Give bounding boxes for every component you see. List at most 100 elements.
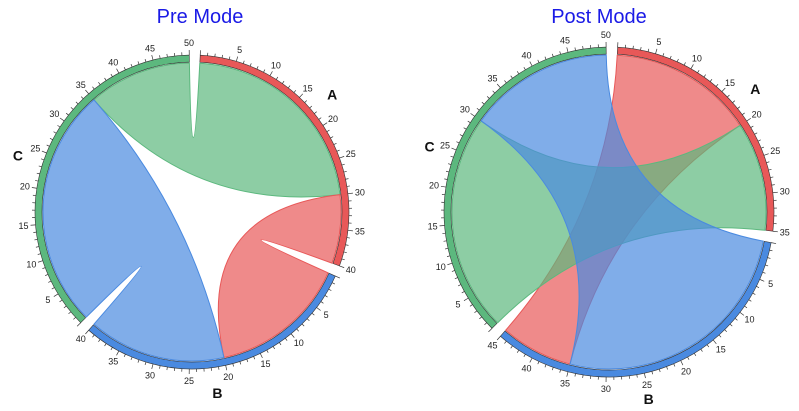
group-label-C: C bbox=[13, 147, 23, 163]
tick-label: 20 bbox=[223, 372, 233, 382]
tick-mark bbox=[737, 106, 741, 109]
tick-label: 5 bbox=[656, 37, 661, 47]
tick-mark bbox=[488, 328, 493, 333]
tick-mark bbox=[771, 242, 777, 244]
tick-label: 25 bbox=[642, 380, 652, 390]
tick-label: 5 bbox=[456, 299, 461, 309]
tick-mark bbox=[769, 249, 773, 252]
tick-mark bbox=[324, 295, 328, 298]
tick-mark bbox=[296, 328, 299, 332]
tick-label: 15 bbox=[19, 221, 29, 231]
tick-label: 40 bbox=[108, 57, 118, 67]
tick-mark bbox=[228, 56, 231, 60]
tick-mark bbox=[447, 262, 453, 266]
tick-mark bbox=[116, 68, 120, 74]
tick-mark bbox=[756, 285, 760, 288]
tick-mark bbox=[762, 271, 766, 274]
tick-mark bbox=[673, 363, 676, 367]
tick-mark bbox=[333, 142, 337, 145]
tick-mark bbox=[551, 367, 554, 371]
tick-label: 45 bbox=[560, 36, 570, 46]
tick-mark bbox=[770, 176, 774, 178]
tick-label: 10 bbox=[436, 262, 446, 272]
tick-mark bbox=[151, 363, 154, 370]
tick-mark bbox=[92, 86, 95, 90]
tick-mark bbox=[316, 307, 321, 311]
tick-label: 15 bbox=[725, 78, 735, 88]
tick-mark bbox=[476, 107, 480, 111]
tick-label: 10 bbox=[744, 315, 754, 325]
tick-mark bbox=[766, 161, 770, 163]
tick-mark bbox=[137, 61, 140, 65]
tick-mark bbox=[697, 70, 700, 73]
tick-mark bbox=[448, 163, 452, 165]
tick-mark bbox=[35, 246, 39, 248]
tick-mark bbox=[492, 90, 495, 94]
tick-label: 5 bbox=[324, 310, 329, 320]
tick-mark bbox=[709, 79, 713, 82]
tick-label: 40 bbox=[522, 50, 532, 60]
tick-mark bbox=[496, 336, 501, 341]
tick-mark bbox=[53, 131, 57, 134]
tick-mark bbox=[467, 120, 471, 123]
chord-A-B bbox=[217, 194, 342, 359]
tick-mark bbox=[457, 284, 461, 287]
tick-mark bbox=[744, 305, 748, 309]
tick-mark bbox=[544, 364, 547, 368]
tick-mark bbox=[544, 56, 547, 60]
tick-mark bbox=[345, 244, 349, 246]
tick-mark bbox=[566, 47, 569, 53]
group-arc-A bbox=[616, 46, 775, 232]
tick-mark bbox=[104, 343, 107, 347]
tick-mark bbox=[693, 353, 697, 356]
group-label-A: A bbox=[327, 86, 337, 102]
tick-mark bbox=[41, 150, 47, 154]
tick-label: 20 bbox=[429, 180, 439, 190]
tick-mark bbox=[299, 93, 304, 98]
tick-mark bbox=[137, 359, 140, 363]
tick-mark bbox=[318, 117, 322, 120]
tick-mark bbox=[85, 89, 89, 95]
tick-mark bbox=[123, 354, 126, 358]
tick-mark bbox=[451, 270, 455, 272]
tick-mark bbox=[772, 230, 778, 233]
tick-mark bbox=[343, 251, 347, 254]
tick-mark bbox=[116, 350, 120, 356]
tick-mark bbox=[752, 292, 756, 295]
tick-mark bbox=[34, 239, 38, 241]
tick-mark bbox=[98, 339, 101, 342]
tick-mark bbox=[729, 323, 733, 327]
tick-mark bbox=[700, 348, 703, 352]
tick-label: 45 bbox=[488, 340, 498, 350]
tick-mark bbox=[256, 66, 259, 70]
tick-mark bbox=[470, 113, 475, 117]
tick-mark bbox=[703, 74, 706, 78]
tick-mark bbox=[479, 316, 482, 320]
tick-mark bbox=[746, 117, 752, 122]
tick-mark bbox=[80, 96, 84, 99]
tick-mark bbox=[38, 165, 42, 168]
tick-mark bbox=[444, 178, 448, 180]
tick-mark bbox=[253, 356, 256, 360]
tick-mark bbox=[92, 334, 95, 338]
tick-mark bbox=[456, 141, 460, 144]
post-mode-chord-diagram: 5 10 15 20 25 30 35 A 5 10 15 20 25 30 35 40 45 B 5 10 15 20 2… bbox=[424, 30, 789, 407]
tick-mark bbox=[304, 100, 308, 103]
tick-mark bbox=[484, 322, 487, 326]
tick-label: 35 bbox=[355, 227, 365, 237]
tick-mark bbox=[715, 83, 719, 87]
tick-mark bbox=[232, 363, 234, 367]
tick-mark bbox=[757, 139, 761, 142]
tick-mark bbox=[687, 356, 690, 360]
tick-label: 10 bbox=[692, 53, 702, 63]
tick-label: 5 bbox=[45, 295, 50, 305]
tick-mark bbox=[724, 329, 728, 333]
pre-mode-panel: Pre Mode 5 10 15 20 25 30 35 40 A 5 10 15 20 25 30 35 40… bbox=[13, 6, 365, 401]
tick-mark bbox=[332, 282, 336, 285]
tick-mark bbox=[36, 172, 40, 175]
tick-label: 35 bbox=[488, 74, 498, 84]
tick-mark bbox=[772, 191, 778, 194]
tick-mark bbox=[666, 366, 668, 370]
tick-mark bbox=[70, 107, 74, 110]
tick-mark bbox=[130, 63, 133, 67]
